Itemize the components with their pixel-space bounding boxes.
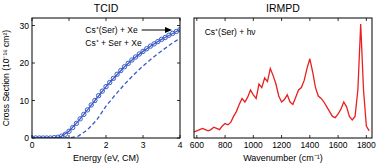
x-tick-label: 1200 <box>272 140 291 150</box>
x-tick-label: 1000 <box>244 140 263 150</box>
y-tick-label: 10 <box>20 96 30 106</box>
x-tick-label: 1400 <box>300 140 319 150</box>
plot-data <box>32 27 180 138</box>
y-tick-label: 20 <box>20 58 30 68</box>
figure: TCID 0 1 2 3 4 0 10 20 30 Energy (eV, CM) Cross Sec… <box>0 0 378 166</box>
frame <box>32 18 180 138</box>
x-tick-label: 0 <box>30 140 35 150</box>
x-tick-label: 4 <box>178 140 183 150</box>
x-axis-label: Wavenumber (cm⁻¹) <box>243 153 323 163</box>
arrow-head <box>165 27 172 33</box>
x-tick-label: 600 <box>190 140 204 150</box>
x-tick-label: 1600 <box>329 140 348 150</box>
y-tick-label: 30 <box>20 21 30 31</box>
annotation: Cs⁺(Ser) + Xe <box>85 25 138 35</box>
x-axis-label: Energy (eV, CM) <box>73 153 139 163</box>
frame <box>194 18 372 138</box>
chart-0: TCID 0 1 2 3 4 0 10 20 30 Energy (eV, CM) Cross Sec… <box>1 2 183 163</box>
x-tick-label: 2 <box>104 140 109 150</box>
y-tick-label: 0 <box>24 133 29 143</box>
plot-data <box>194 24 369 132</box>
y-axis-label: Cross Section (10⁻¹⁶ cm²) <box>1 30 11 126</box>
title: IRMPD <box>266 2 300 14</box>
annotation: Cs⁺(Ser) + hν <box>205 27 256 37</box>
arrow-line <box>142 30 166 31</box>
line <box>32 38 180 138</box>
line <box>194 24 369 132</box>
x-tick-label: 800 <box>218 140 232 150</box>
x-tick-label: 1800 <box>357 140 376 150</box>
line <box>32 30 180 138</box>
chart-1: IRMPD 600 800 1000 1200 1400 1600 1800 Wavenumbe… <box>190 2 376 163</box>
title: TCID <box>94 2 119 14</box>
annotation: Cs⁺ + Ser + Xe <box>85 38 142 48</box>
x-tick-label: 3 <box>141 140 146 150</box>
x-tick-label: 1 <box>67 140 72 150</box>
